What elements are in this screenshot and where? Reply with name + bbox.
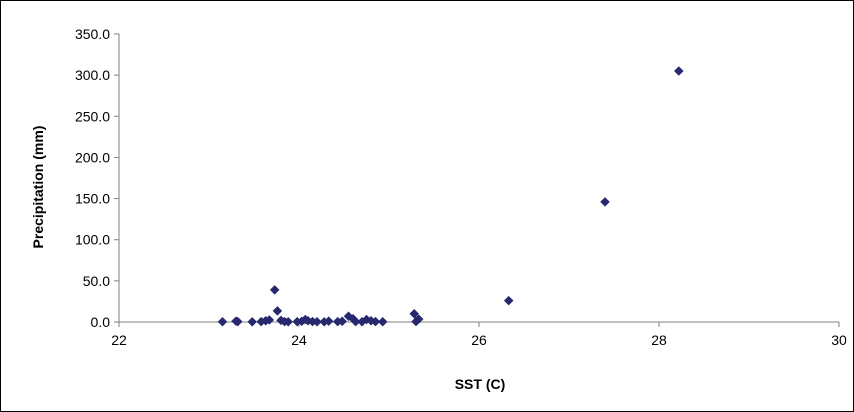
data-point-marker (323, 316, 334, 327)
data-point-marker (413, 314, 424, 324)
data-point-marker (232, 316, 243, 327)
y-tick-label: 200.0 (75, 149, 110, 165)
data-point-marker (217, 316, 228, 327)
data-point-marker (247, 316, 258, 327)
data-point-marker (264, 315, 275, 325)
x-tick-label: 26 (471, 332, 487, 348)
y-tick-label: 250.0 (75, 108, 110, 124)
data-point-marker (409, 308, 420, 319)
x-tick-label: 22 (111, 332, 127, 348)
data-point-marker (269, 285, 280, 295)
y-tick-label: 300.0 (75, 67, 110, 83)
data-point-marker (377, 316, 388, 327)
tick-labels: 0.0 50.0 100.0 150.0 200.0 250.0 300.0 350.0 22 2… (75, 26, 847, 348)
data-point-marker (272, 306, 283, 316)
data-point-marker (673, 66, 684, 76)
data-point-marker (337, 316, 348, 327)
x-tick-label: 30 (831, 332, 847, 348)
x-tick-label: 28 (651, 332, 667, 348)
y-tick-label: 0.0 (91, 314, 111, 330)
data-point-marker (283, 316, 294, 327)
y-tick-label: 50.0 (83, 273, 110, 289)
y-tick-label: 150.0 (75, 191, 110, 207)
y-tick-label: 100.0 (75, 232, 110, 248)
data-point-marker (370, 316, 381, 327)
data-point-marker (600, 197, 610, 207)
data-point-marker (350, 316, 361, 327)
y-axis-title: Precipitation (mm) (30, 126, 46, 249)
data-point-marker (312, 316, 322, 327)
x-axis-title: SST (C) (455, 376, 506, 392)
y-tick-label: 350.0 (75, 26, 110, 42)
axes (114, 33, 840, 327)
data-point-marker (503, 295, 514, 306)
data-points (217, 66, 684, 327)
x-tick-label: 24 (291, 332, 307, 348)
